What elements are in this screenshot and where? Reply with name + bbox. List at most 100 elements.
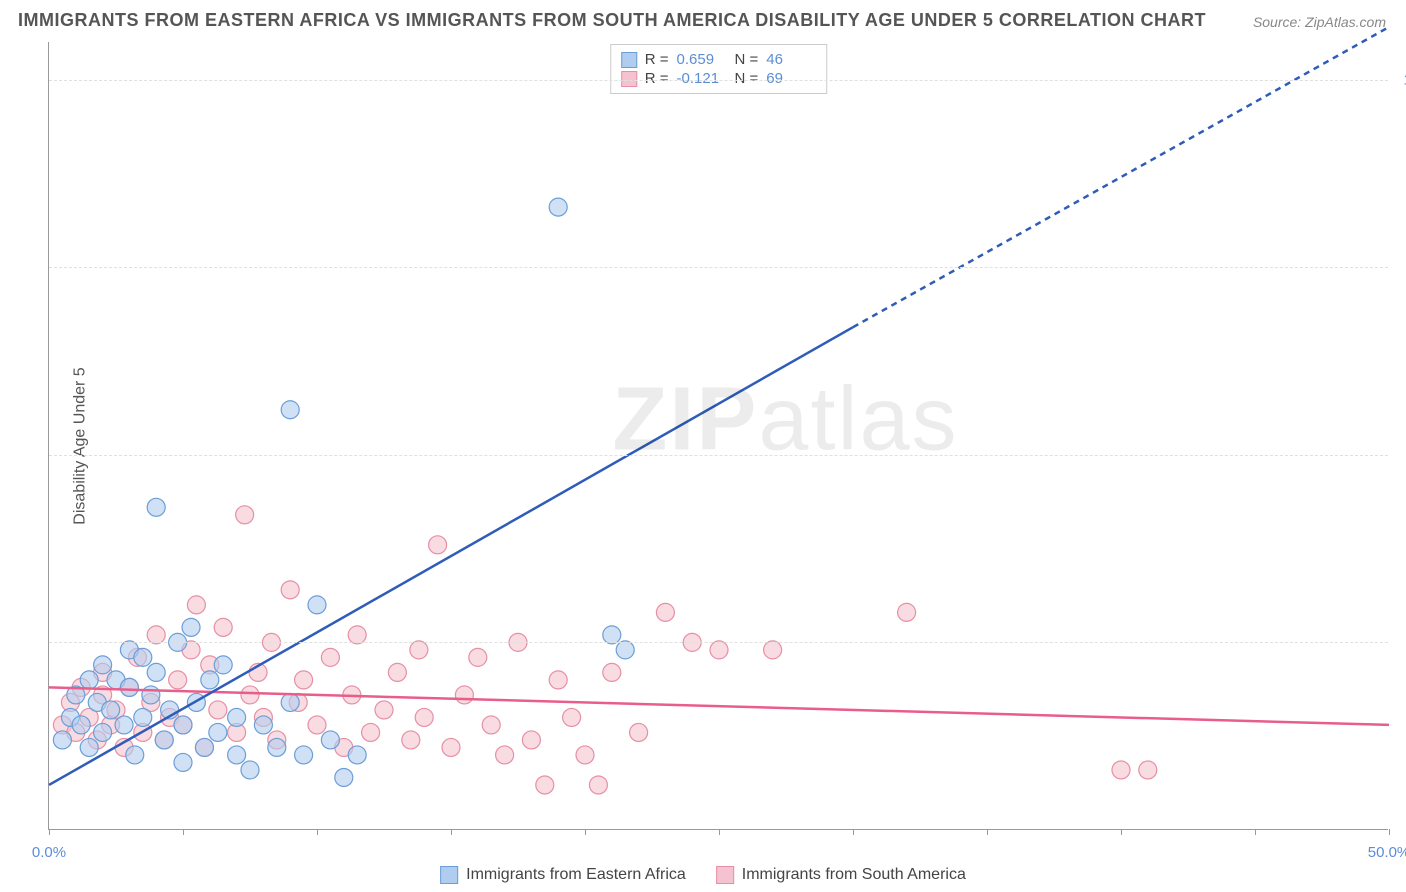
legend-item-pink: Immigrants from South America — [716, 866, 966, 884]
scatter-point-pink — [375, 701, 393, 719]
scatter-point-pink — [209, 701, 227, 719]
scatter-point-pink — [710, 641, 728, 659]
legend-swatch-pink — [716, 866, 734, 884]
chart-title: IMMIGRANTS FROM EASTERN AFRICA VS IMMIGR… — [18, 10, 1206, 31]
scatter-point-pink — [603, 663, 621, 681]
scatter-point-pink — [410, 641, 428, 659]
scatter-point-pink — [589, 776, 607, 794]
y-tick-label: 2.5% — [1396, 634, 1406, 651]
scatter-point-pink — [321, 648, 339, 666]
scatter-point-pink — [295, 671, 313, 689]
x-tick — [719, 829, 720, 835]
scatter-point-blue — [80, 671, 98, 689]
source-attribution: Source: ZipAtlas.com — [1253, 14, 1386, 30]
scatter-point-blue — [94, 723, 112, 741]
y-tick-label: 10.0% — [1396, 71, 1406, 88]
scatter-point-blue — [120, 678, 138, 696]
scatter-point-pink — [388, 663, 406, 681]
trend-line-ext-blue — [853, 27, 1389, 327]
series-legend: Immigrants from Eastern Africa Immigrant… — [440, 866, 966, 884]
scatter-point-blue — [549, 198, 567, 216]
scatter-point-blue — [102, 701, 120, 719]
x-tick — [1121, 829, 1122, 835]
scatter-point-blue — [214, 656, 232, 674]
scatter-point-pink — [442, 738, 460, 756]
x-tick-label: 50.0% — [1368, 844, 1406, 861]
gridline — [49, 80, 1388, 81]
x-tick — [49, 829, 50, 835]
scatter-point-pink — [469, 648, 487, 666]
scatter-point-pink — [169, 671, 187, 689]
scatter-svg — [49, 42, 1388, 829]
x-tick — [451, 829, 452, 835]
x-tick — [853, 829, 854, 835]
legend-label: Immigrants from South America — [742, 866, 966, 884]
scatter-point-pink — [496, 746, 514, 764]
scatter-point-pink — [236, 506, 254, 524]
scatter-point-blue — [53, 731, 71, 749]
scatter-point-blue — [182, 618, 200, 636]
scatter-point-blue — [174, 753, 192, 771]
scatter-point-blue — [126, 746, 144, 764]
scatter-point-pink — [563, 708, 581, 726]
scatter-point-pink — [429, 536, 447, 554]
scatter-point-pink — [455, 686, 473, 704]
scatter-point-blue — [603, 626, 621, 644]
scatter-point-blue — [201, 671, 219, 689]
scatter-point-blue — [134, 648, 152, 666]
scatter-point-blue — [268, 738, 286, 756]
x-tick-label: 0.0% — [32, 844, 66, 861]
scatter-point-blue — [281, 401, 299, 419]
y-tick-label: 7.5% — [1396, 259, 1406, 276]
x-tick — [1389, 829, 1390, 835]
scatter-point-pink — [147, 626, 165, 644]
scatter-point-blue — [348, 746, 366, 764]
gridline — [49, 455, 1388, 456]
scatter-point-pink — [549, 671, 567, 689]
scatter-point-blue — [72, 716, 90, 734]
scatter-point-blue — [228, 746, 246, 764]
trend-line-blue — [49, 327, 853, 785]
scatter-point-pink — [898, 603, 916, 621]
y-tick-label: 5.0% — [1396, 446, 1406, 463]
trend-line-pink — [49, 687, 1389, 725]
scatter-point-blue — [228, 708, 246, 726]
scatter-point-blue — [80, 738, 98, 756]
scatter-point-pink — [362, 723, 380, 741]
scatter-point-pink — [482, 716, 500, 734]
x-tick — [1255, 829, 1256, 835]
scatter-point-pink — [214, 618, 232, 636]
scatter-point-pink — [187, 596, 205, 614]
scatter-point-pink — [281, 581, 299, 599]
legend-item-blue: Immigrants from Eastern Africa — [440, 866, 686, 884]
x-tick — [585, 829, 586, 835]
legend-swatch-blue — [440, 866, 458, 884]
scatter-point-blue — [147, 498, 165, 516]
scatter-point-blue — [295, 746, 313, 764]
scatter-point-blue — [335, 768, 353, 786]
scatter-point-blue — [134, 708, 152, 726]
scatter-point-pink — [415, 708, 433, 726]
scatter-point-blue — [254, 716, 272, 734]
gridline — [49, 267, 1388, 268]
scatter-point-pink — [308, 716, 326, 734]
scatter-point-blue — [174, 716, 192, 734]
x-tick — [183, 829, 184, 835]
scatter-point-blue — [281, 693, 299, 711]
scatter-point-blue — [241, 761, 259, 779]
scatter-point-blue — [155, 731, 173, 749]
legend-label: Immigrants from Eastern Africa — [466, 866, 686, 884]
scatter-point-blue — [115, 716, 133, 734]
scatter-point-pink — [656, 603, 674, 621]
scatter-point-blue — [142, 686, 160, 704]
scatter-point-pink — [1112, 761, 1130, 779]
scatter-point-blue — [195, 738, 213, 756]
plot-area: R = 0.659 N = 46 R = -0.121 N = 69 ZIPat… — [48, 42, 1388, 830]
scatter-point-blue — [321, 731, 339, 749]
gridline — [49, 642, 1388, 643]
scatter-point-pink — [402, 731, 420, 749]
scatter-point-pink — [630, 723, 648, 741]
scatter-point-pink — [764, 641, 782, 659]
scatter-point-pink — [348, 626, 366, 644]
scatter-point-pink — [576, 746, 594, 764]
